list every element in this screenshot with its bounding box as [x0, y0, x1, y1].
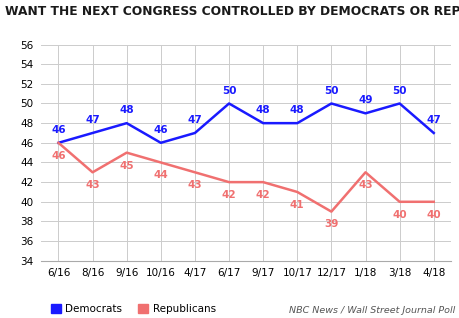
Text: 46: 46	[51, 125, 66, 135]
Text: 50: 50	[324, 86, 338, 96]
Text: 41: 41	[289, 200, 304, 210]
Text: 43: 43	[85, 180, 100, 190]
Text: 43: 43	[187, 180, 202, 190]
Text: 39: 39	[324, 219, 338, 230]
Text: 40: 40	[392, 210, 406, 220]
Text: 46: 46	[153, 125, 168, 135]
Text: 46: 46	[51, 151, 66, 161]
Text: 47: 47	[187, 115, 202, 125]
Text: 47: 47	[85, 115, 100, 125]
Text: 49: 49	[358, 95, 372, 106]
Text: 48: 48	[289, 105, 304, 115]
Text: 48: 48	[119, 105, 134, 115]
Text: 43: 43	[358, 180, 372, 190]
Text: 40: 40	[425, 210, 440, 220]
Legend: Democrats, Republicans: Democrats, Republicans	[46, 300, 219, 318]
Text: 42: 42	[221, 190, 236, 200]
Text: 50: 50	[221, 86, 236, 96]
Text: 45: 45	[119, 161, 134, 170]
Text: 47: 47	[425, 115, 440, 125]
Text: 44: 44	[153, 170, 168, 180]
Text: 48: 48	[255, 105, 270, 115]
Text: NBC News / Wall Street Journal Poll: NBC News / Wall Street Journal Poll	[289, 306, 454, 315]
Text: 50: 50	[392, 86, 406, 96]
Text: WANT THE NEXT CONGRESS CONTROLLED BY DEMOCRATS OR REPUBLICANS?: WANT THE NEXT CONGRESS CONTROLLED BY DEM…	[5, 5, 459, 18]
Text: 42: 42	[255, 190, 270, 200]
